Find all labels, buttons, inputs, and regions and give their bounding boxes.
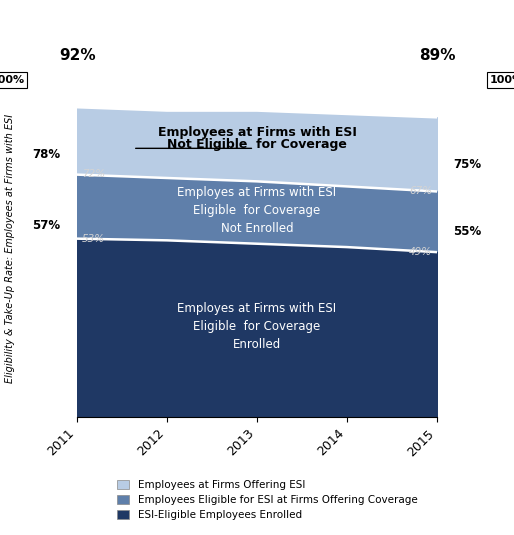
- Text: 100%: 100%: [489, 75, 514, 85]
- Text: 55%: 55%: [453, 225, 482, 239]
- Text: 57%: 57%: [32, 219, 61, 232]
- Text: Employes at Firms with ESI
Eligible  for Coverage
Enrolled: Employes at Firms with ESI Eligible for …: [177, 302, 337, 351]
- Text: 100%: 100%: [0, 75, 25, 85]
- Text: 72%: 72%: [82, 169, 105, 179]
- Text: Employees at Firms with ESI: Employees at Firms with ESI: [158, 126, 356, 139]
- Text: Employes at Firms with ESI
Eligible  for Coverage
Not Enrolled: Employes at Firms with ESI Eligible for …: [177, 186, 337, 235]
- Text: Eligibility & Take-Up Rate: Employees at Firms with ESI: Eligibility & Take-Up Rate: Employees at…: [5, 114, 15, 384]
- Text: Not Eligible  for Coverage: Not Eligible for Coverage: [167, 139, 347, 151]
- Text: 53%: 53%: [82, 234, 105, 243]
- Text: 89%: 89%: [418, 48, 455, 63]
- Text: 67%: 67%: [409, 187, 432, 196]
- Text: 78%: 78%: [32, 148, 61, 161]
- Text: 49%: 49%: [409, 247, 432, 257]
- Text: 75%: 75%: [453, 158, 482, 171]
- Legend: Employees at Firms Offering ESI, Employees Eligible for ESI at Firms Offering Co: Employees at Firms Offering ESI, Employe…: [113, 476, 422, 524]
- Text: 92%: 92%: [59, 48, 96, 63]
